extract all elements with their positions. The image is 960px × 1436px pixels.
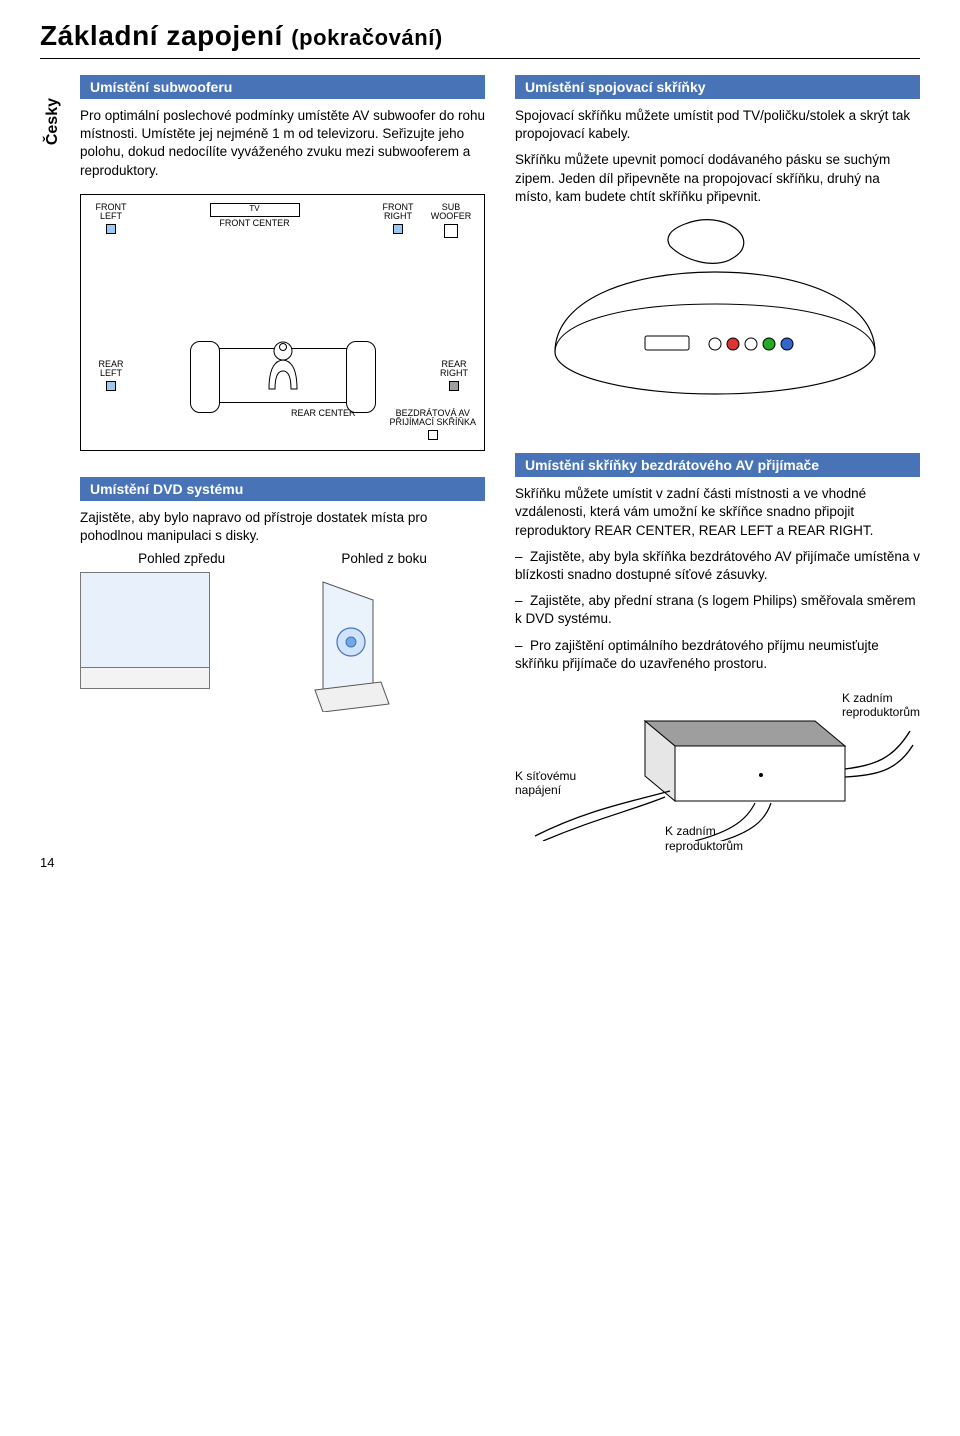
label-rear-right: REAR RIGHT <box>440 359 468 378</box>
speaker-icon <box>449 381 459 391</box>
paragraph-junction-1: Spojovací skříňku můžete umístit pod TV/… <box>515 107 920 143</box>
title-rule <box>40 58 920 59</box>
label-view-side: Pohled z boku <box>341 551 427 566</box>
label-front-center: FRONT CENTER <box>139 219 370 228</box>
tv-side-sketch <box>293 572 403 717</box>
content-columns: Umístění subwooferu Pro optimální poslec… <box>80 75 920 831</box>
label-front-left: FRONT LEFT <box>96 202 127 221</box>
paragraph-subwoofer: Pro optimální poslechové podmínky umístě… <box>80 107 485 180</box>
label-view-front: Pohled zpředu <box>138 551 225 566</box>
speaker-icon <box>106 381 116 391</box>
view-labels: Pohled zpředu Pohled z boku <box>80 551 485 566</box>
person-icon <box>261 337 305 397</box>
label-front-right: FRONT RIGHT <box>383 202 414 221</box>
sofa-icon <box>203 348 363 403</box>
caption-rear-speakers-top: K zadním reproduktorům <box>842 691 920 720</box>
title-sub: (pokračování) <box>291 25 443 50</box>
paragraph-wireless-1: Skříňku můžete umístit v zadní části mís… <box>515 485 920 540</box>
paragraph-dvd: Zajistěte, aby bylo napravo od přístroje… <box>80 509 485 545</box>
receiver-sketch: K zadním reproduktorům K síťovému napáje… <box>515 691 920 831</box>
caption-power: K síťovému napájení <box>515 769 576 798</box>
tv-box: TV <box>210 203 300 217</box>
page-number: 14 <box>40 855 920 870</box>
label-wireless-box: BEZDRÁTOVÁ AV PŘIJÍMACÍ SKŘÍŇKA <box>389 408 476 427</box>
paragraph-junction-2: Skříňku můžete upevnit pomocí dodávaného… <box>515 151 920 206</box>
heading-junction: Umístění spojovací skříňky <box>515 75 920 99</box>
heading-subwoofer: Umístění subwooferu <box>80 75 485 99</box>
junction-box-sketch <box>515 212 920 427</box>
tv-front-sketch <box>80 566 210 689</box>
label-rear-left: REAR LEFT <box>98 359 123 378</box>
heading-wireless: Umístění skříňky bezdrátového AV přijíma… <box>515 453 920 477</box>
bullet-wireless-3: – Pro zajištění optimálního bezdrátového… <box>515 637 920 673</box>
label-subwoofer: SUB WOOFER <box>431 202 472 221</box>
language-tab: Česky <box>44 98 62 145</box>
caption-rear-speakers-bottom: K zadním reproduktorům <box>665 824 743 853</box>
heading-dvd: Umístění DVD systému <box>80 477 485 501</box>
left-column: Umístění subwooferu Pro optimální poslec… <box>80 75 485 831</box>
right-column: Umístění spojovací skříňky Spojovací skř… <box>515 75 920 831</box>
room-diagram: FRONT LEFT TV FRONT CENTER FRONT RIGHT S… <box>80 194 485 451</box>
speaker-icon <box>106 224 116 234</box>
label-rear-center: REAR CENTER <box>291 409 356 418</box>
subwoofer-icon <box>444 224 458 238</box>
bullet-wireless-2: – Zajistěte, aby přední strana (s logem … <box>515 592 920 628</box>
title-main: Základní zapojení <box>40 20 283 51</box>
speaker-icon <box>393 224 403 234</box>
wireless-box-icon <box>428 430 438 440</box>
bullet-wireless-1: – Zajistěte, aby byla skříňka bezdrátové… <box>515 548 920 584</box>
page-title: Základní zapojení (pokračování) <box>40 20 920 52</box>
